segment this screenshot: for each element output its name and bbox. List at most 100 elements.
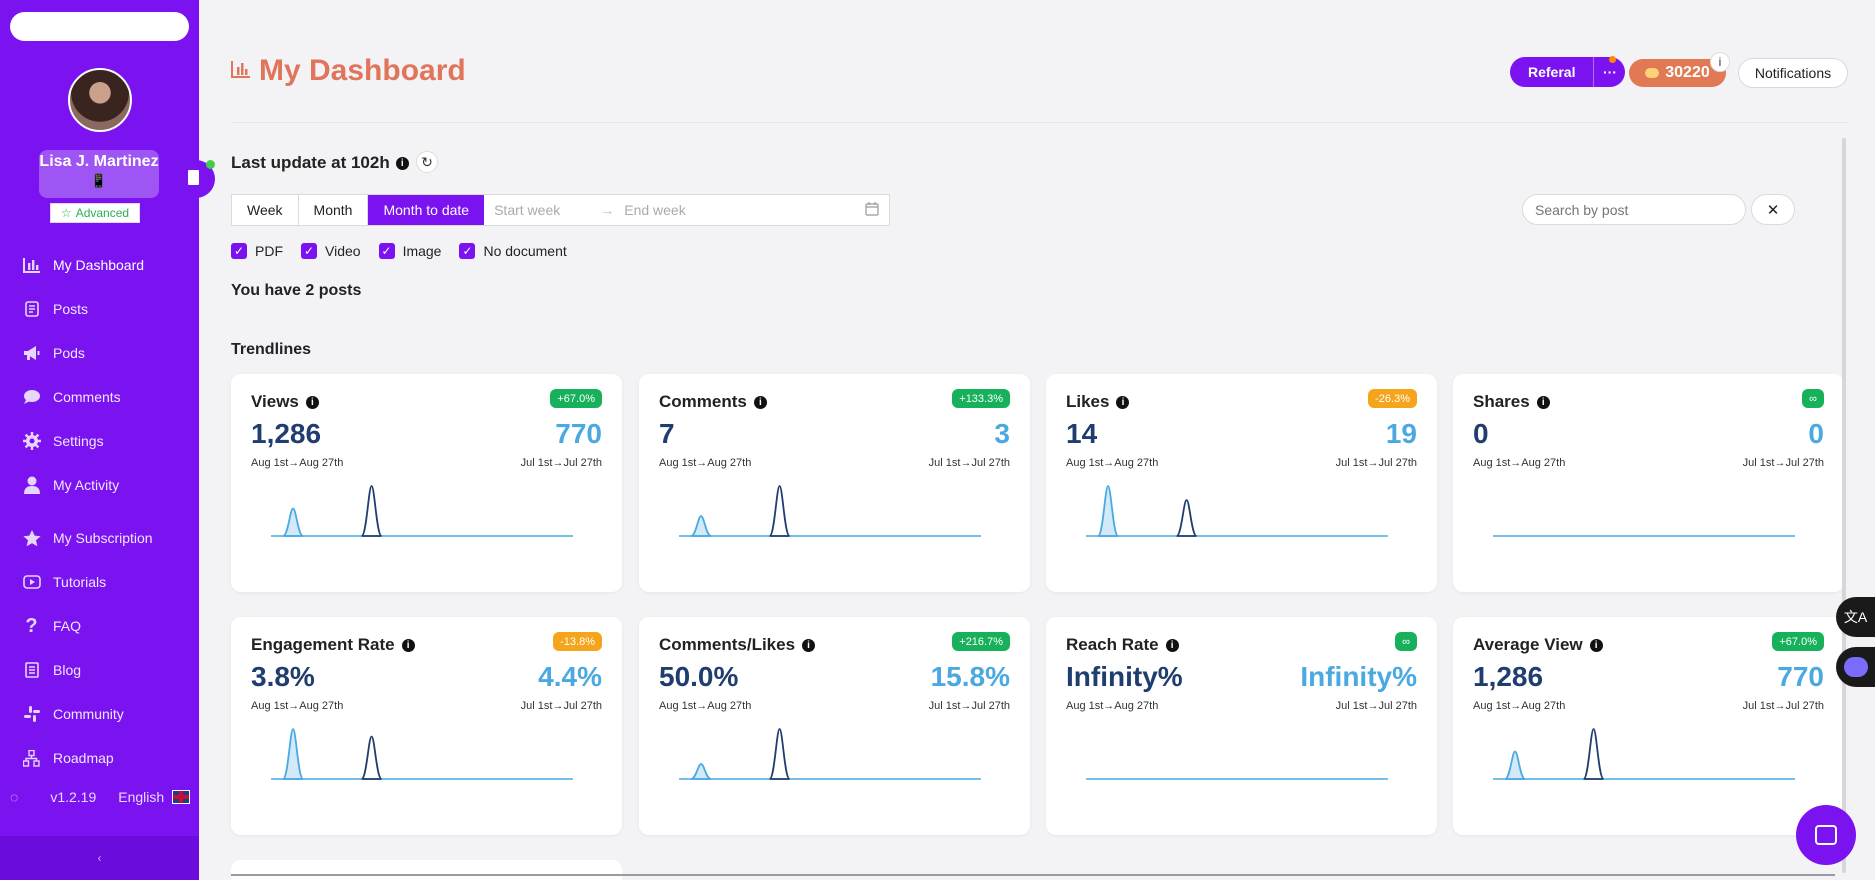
sidebar-item-faq[interactable]: ? FAQ bbox=[22, 614, 81, 638]
scrollbar[interactable] bbox=[1842, 138, 1846, 873]
clear-search-button[interactable]: ✕ bbox=[1751, 194, 1795, 225]
metric-title: Comments/Likes i bbox=[659, 635, 816, 655]
online-status-dot bbox=[206, 160, 215, 169]
metric-title-label: Comments bbox=[659, 392, 747, 411]
chat-support-button[interactable] bbox=[1796, 805, 1856, 865]
sidebar-item-my-subscription[interactable]: My Subscription bbox=[22, 526, 153, 550]
current-range: Aug 1st→Aug 27th bbox=[1066, 457, 1159, 469]
referral-button[interactable]: Referal bbox=[1528, 64, 1576, 80]
info-icon[interactable]: i bbox=[1165, 638, 1179, 652]
sidebar-item-label: Roadmap bbox=[53, 750, 114, 766]
info-icon[interactable]: i bbox=[753, 395, 767, 409]
sync-icon[interactable]: ◌ bbox=[10, 789, 19, 805]
metric-card: Views i +67.0% 1,286 770 Aug 1st→Aug 27th Jul … bbox=[231, 374, 622, 592]
search-by-post-field[interactable] bbox=[1522, 194, 1746, 225]
sidebar-search[interactable] bbox=[10, 12, 189, 41]
current-range: Aug 1st→Aug 27th bbox=[1473, 700, 1566, 712]
sidebar-item-my-activity[interactable]: My Activity bbox=[22, 473, 119, 497]
metric-card: Reach Rate i ∞ Infinity% Infinity% Aug 1st→Au… bbox=[1046, 617, 1437, 835]
document-icon bbox=[22, 300, 41, 319]
search-input[interactable] bbox=[1535, 202, 1733, 218]
metric-card: Likes i -26.3% 14 19 Aug 1st→Aug 27th Jul 1st→… bbox=[1046, 374, 1437, 592]
period-month[interactable]: Month bbox=[299, 195, 369, 225]
filter-video[interactable]: ✓ Video bbox=[301, 243, 361, 259]
sidebar-item-label: FAQ bbox=[53, 618, 82, 634]
sidebar-item-posts[interactable]: Posts bbox=[22, 297, 88, 321]
info-icon[interactable]: i bbox=[395, 156, 409, 170]
uk-flag-icon[interactable] bbox=[172, 790, 190, 804]
previous-period-spike bbox=[282, 507, 304, 537]
previous-range: Jul 1st→Jul 27th bbox=[1335, 700, 1417, 712]
current-value: 1,286 bbox=[251, 418, 322, 449]
filter-pdf[interactable]: ✓ PDF bbox=[231, 243, 283, 259]
sidebar-item-settings[interactable]: Settings bbox=[22, 429, 104, 453]
sidebar-item-my-dashboard[interactable]: My Dashboard bbox=[22, 253, 144, 277]
previous-period-spike bbox=[282, 728, 304, 780]
previous-range: Jul 1st→Jul 27th bbox=[928, 457, 1010, 469]
plan-badge-label: Advanced bbox=[75, 206, 130, 220]
sidebar-item-comments[interactable]: Comments bbox=[22, 385, 121, 409]
checkbox-checked-icon[interactable]: ✓ bbox=[459, 243, 476, 259]
change-badge: +216.7% bbox=[952, 632, 1010, 651]
notifications-button[interactable]: Notifications bbox=[1738, 58, 1848, 88]
sidebar-item-roadmap[interactable]: Roadmap bbox=[22, 746, 114, 770]
filter-image[interactable]: ✓ Image bbox=[378, 243, 442, 259]
info-icon[interactable]: i bbox=[1589, 638, 1603, 652]
blog-icon bbox=[22, 661, 41, 680]
metric-title-label: Likes bbox=[1066, 392, 1110, 411]
sidebar-item-label: My Dashboard bbox=[53, 257, 145, 273]
period-month-to-date[interactable]: Month to date bbox=[368, 195, 485, 225]
sidebar-item-tutorials[interactable]: Tutorials bbox=[22, 570, 106, 594]
previous-value: 770 bbox=[555, 418, 602, 449]
start-week-input[interactable]: Start week bbox=[494, 202, 561, 218]
date-range-picker[interactable]: Start week → End week bbox=[484, 195, 889, 225]
phone-icon: 📱 bbox=[90, 173, 108, 188]
filter-label: Image bbox=[402, 243, 442, 259]
referral-more-button[interactable]: ··· bbox=[1593, 57, 1625, 87]
sidebar-item-label: Posts bbox=[53, 301, 89, 317]
translate-button[interactable]: 文A bbox=[1836, 597, 1875, 637]
current-value: 1,286 bbox=[1473, 661, 1544, 692]
previous-period-spike bbox=[690, 515, 712, 537]
sidebar-item-blog[interactable]: Blog bbox=[22, 658, 81, 682]
version-label: v1.2.19 bbox=[50, 789, 97, 805]
sidebar-item-label: Blog bbox=[53, 662, 82, 678]
metric-card: Average View i +67.0% 1,286 770 Aug 1st→Aug 2… bbox=[1453, 617, 1844, 835]
info-icon[interactable]: i bbox=[401, 638, 415, 652]
current-range: Aug 1st→Aug 27th bbox=[1473, 457, 1566, 469]
info-icon[interactable]: i bbox=[1116, 395, 1130, 409]
filter-no-document[interactable]: ✓ No document bbox=[459, 243, 567, 259]
period-week[interactable]: Week bbox=[232, 195, 299, 225]
current-value: 3.8% bbox=[251, 661, 315, 692]
sidebar-collapse-button[interactable]: ‹ bbox=[0, 836, 199, 880]
previous-range: Jul 1st→Jul 27th bbox=[928, 700, 1010, 712]
language-selector[interactable]: English bbox=[118, 789, 165, 805]
info-icon[interactable]: i bbox=[1536, 395, 1550, 409]
coins-info-icon[interactable]: i bbox=[1710, 52, 1730, 72]
info-icon[interactable]: i bbox=[305, 395, 319, 409]
avatar[interactable] bbox=[68, 68, 132, 132]
calendar-icon[interactable] bbox=[865, 201, 879, 219]
previous-value: 4.4% bbox=[538, 661, 602, 692]
sidebar-footer: ◌ v1.2.19 English bbox=[10, 789, 190, 805]
checkbox-checked-icon[interactable]: ✓ bbox=[301, 243, 317, 259]
sidebar-item-label: Settings bbox=[53, 433, 104, 449]
previous-value: 15.8% bbox=[930, 661, 1010, 692]
checkbox-checked-icon[interactable]: ✓ bbox=[231, 243, 247, 259]
coins-badge[interactable]: 30220 bbox=[1629, 59, 1726, 87]
metric-card: Engagement Rate i -13.8% 3.8% 4.4% Aug 1st→Au… bbox=[231, 617, 622, 835]
current-range: Aug 1st→Aug 27th bbox=[251, 700, 344, 712]
previous-value: 3 bbox=[994, 418, 1010, 449]
current-value: Infinity% bbox=[1066, 661, 1183, 692]
question-icon: ? bbox=[25, 614, 38, 637]
checkbox-checked-icon[interactable]: ✓ bbox=[378, 243, 395, 259]
end-week-input[interactable]: End week bbox=[624, 202, 686, 218]
sidebar-item-community[interactable]: Community bbox=[22, 702, 124, 726]
info-icon[interactable]: i bbox=[802, 638, 816, 652]
sparkline-chart bbox=[1086, 485, 1388, 537]
refresh-button[interactable]: ↻ bbox=[416, 151, 438, 173]
sparkline-chart bbox=[271, 485, 573, 537]
sidebar-item-pods[interactable]: Pods bbox=[22, 341, 85, 365]
assistant-button[interactable] bbox=[1836, 647, 1875, 687]
change-badge: +133.3% bbox=[952, 389, 1010, 408]
